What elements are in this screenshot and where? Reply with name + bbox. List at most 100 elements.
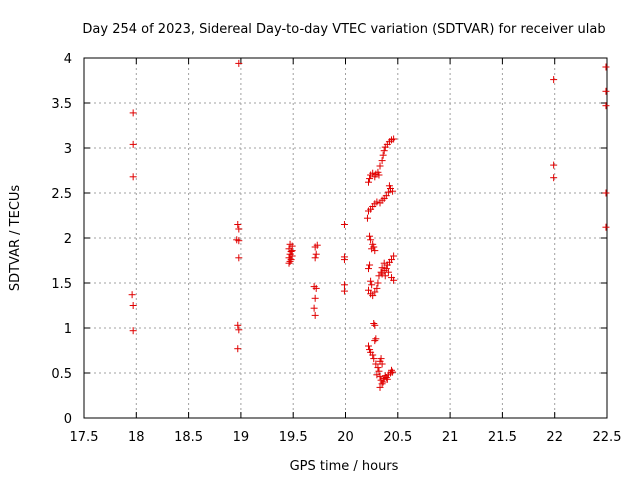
grid xyxy=(84,58,607,418)
data-point xyxy=(383,375,391,383)
data-point xyxy=(365,286,373,294)
data-point xyxy=(340,256,348,264)
data-point xyxy=(235,254,243,262)
x-tick-label: 18.5 xyxy=(174,430,203,445)
data-point xyxy=(371,321,379,329)
data-point xyxy=(602,189,610,197)
data-point xyxy=(129,327,137,335)
data-point xyxy=(312,250,320,258)
data-point xyxy=(367,277,375,285)
data-point xyxy=(129,109,137,117)
data-point xyxy=(286,257,294,265)
data-point xyxy=(371,247,379,255)
x-tick-label: 22.5 xyxy=(593,430,622,445)
x-tick-label: 19 xyxy=(233,430,250,445)
data-point xyxy=(550,161,558,169)
data-point xyxy=(365,342,373,350)
data-point xyxy=(389,368,397,376)
data-point xyxy=(340,281,348,289)
data-point xyxy=(378,360,386,368)
y-tick-label: 3.5 xyxy=(51,97,72,112)
y-axis-title: SDTVAR / TECUs xyxy=(8,185,23,292)
data-point xyxy=(288,247,296,255)
data-point xyxy=(234,221,242,228)
data-point xyxy=(340,221,348,228)
data-point xyxy=(373,284,381,292)
y-tick-label: 2 xyxy=(64,232,72,247)
data-point xyxy=(311,294,319,302)
x-tick-label: 20.5 xyxy=(383,430,412,445)
data-point xyxy=(311,243,319,251)
data-point xyxy=(385,182,393,190)
data-point xyxy=(375,367,383,375)
data-point xyxy=(371,288,379,296)
data-point xyxy=(235,225,243,233)
data-point xyxy=(602,63,610,71)
data-point xyxy=(368,281,376,289)
y-tick-labels: 0 0.5 1 1.5 2 2.5 3 3.5 4 xyxy=(51,52,72,427)
y-tick-label: 1.5 xyxy=(51,277,72,292)
data-point xyxy=(377,355,385,363)
data-point xyxy=(379,378,387,386)
data-point xyxy=(366,175,374,183)
data-point xyxy=(375,272,383,280)
data-point xyxy=(375,171,383,179)
data-point xyxy=(388,366,396,374)
x-tick-label: 17.5 xyxy=(70,430,99,445)
y-tick-label: 3 xyxy=(64,142,72,157)
data-point xyxy=(374,364,382,372)
data-point xyxy=(369,292,377,300)
data-point xyxy=(373,198,381,206)
data-point xyxy=(384,268,392,276)
x-tick-labels: 17.5 18 18.5 19 19.5 20 20.5 21 21.5 22 22.5 xyxy=(70,430,622,445)
y-tick-label: 0 xyxy=(64,412,72,427)
data-point xyxy=(368,245,376,253)
data-point xyxy=(340,287,348,295)
data-point xyxy=(234,321,242,329)
data-point xyxy=(382,192,390,200)
data-point xyxy=(128,291,136,299)
data-point xyxy=(379,151,387,159)
data-point xyxy=(376,373,384,381)
data-point xyxy=(235,326,243,334)
data-point xyxy=(311,254,319,262)
y-tick-label: 0.5 xyxy=(51,367,72,382)
data-point xyxy=(377,268,385,276)
x-tick-label: 18 xyxy=(128,430,145,445)
data-point xyxy=(602,102,610,110)
data-point xyxy=(378,380,386,388)
data-point xyxy=(363,214,371,222)
data-point xyxy=(365,265,373,273)
data-point xyxy=(390,252,398,260)
data-point xyxy=(370,320,378,327)
data-point xyxy=(380,147,388,155)
data-point xyxy=(376,383,384,391)
data-points xyxy=(128,59,610,391)
data-point xyxy=(381,272,389,280)
data-point xyxy=(367,236,375,244)
data-point xyxy=(235,59,243,67)
data-point xyxy=(369,351,377,359)
data-point xyxy=(371,337,379,345)
x-tick-label: 21.5 xyxy=(488,430,517,445)
data-point xyxy=(602,223,610,231)
data-point xyxy=(366,261,374,269)
data-point xyxy=(372,360,380,368)
x-tick-label: 22 xyxy=(546,430,563,445)
data-point xyxy=(129,140,137,148)
y-tick-label: 1 xyxy=(64,322,72,337)
data-point xyxy=(311,311,319,319)
data-point xyxy=(372,335,380,343)
data-point xyxy=(384,188,392,196)
data-point xyxy=(365,178,373,186)
data-point xyxy=(390,135,398,143)
data-point xyxy=(373,371,381,379)
data-point xyxy=(390,276,398,284)
x-tick-label: 21 xyxy=(442,430,459,445)
data-point xyxy=(378,157,386,165)
data-point xyxy=(388,256,396,264)
data-point xyxy=(550,76,558,84)
data-point xyxy=(602,87,610,95)
x-tick-label: 20 xyxy=(337,430,354,445)
